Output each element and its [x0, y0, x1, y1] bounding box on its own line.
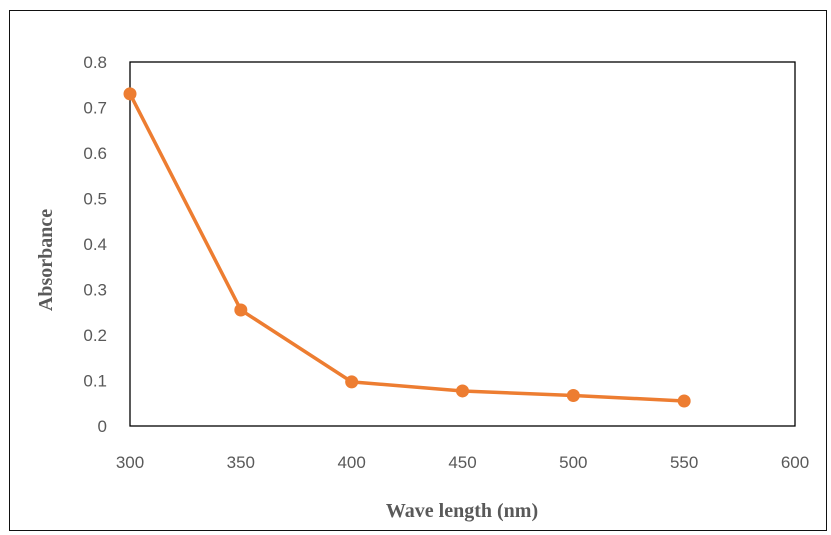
- y-tick-label: 0.4: [83, 235, 107, 254]
- data-point: [456, 384, 469, 398]
- y-tick-label: 0.2: [83, 326, 107, 345]
- y-axis-tick-labels: 0 0.1 0.2 0.3 0.4 0.5 0.6 0.7 0.8: [83, 53, 107, 436]
- data-point: [345, 375, 359, 389]
- data-point: [566, 389, 580, 403]
- data-point: [234, 303, 248, 317]
- x-tick-label: 600: [781, 453, 809, 472]
- x-tick-label: 450: [448, 453, 476, 472]
- y-tick-label: 0.5: [83, 190, 107, 209]
- y-tick-label: 0.6: [83, 144, 107, 163]
- data-point: [677, 394, 691, 408]
- y-tick-label: 0.8: [83, 53, 107, 72]
- x-axis-tick-labels: 300 350 400 450 500 550 600: [116, 453, 809, 472]
- data-points: [123, 87, 691, 408]
- y-tick-label: 0.7: [83, 99, 107, 118]
- series-line: [128, 92, 686, 403]
- x-tick-label: 350: [227, 453, 255, 472]
- plot-area: [129, 61, 796, 427]
- chart-frame: [9, 10, 827, 531]
- data-point: [123, 87, 137, 101]
- y-axis-title: Absorbance: [35, 209, 57, 311]
- plot-border: [129, 61, 796, 427]
- x-tick-label: 300: [116, 453, 144, 472]
- x-tick-label: 550: [670, 453, 698, 472]
- y-tick-label: 0.1: [83, 372, 107, 391]
- x-tick-label: 400: [337, 453, 365, 472]
- y-tick-label: 0: [98, 417, 107, 436]
- x-tick-label: 500: [559, 453, 587, 472]
- x-axis-title: Wave length (nm): [386, 500, 538, 522]
- y-tick-label: 0.3: [83, 281, 107, 300]
